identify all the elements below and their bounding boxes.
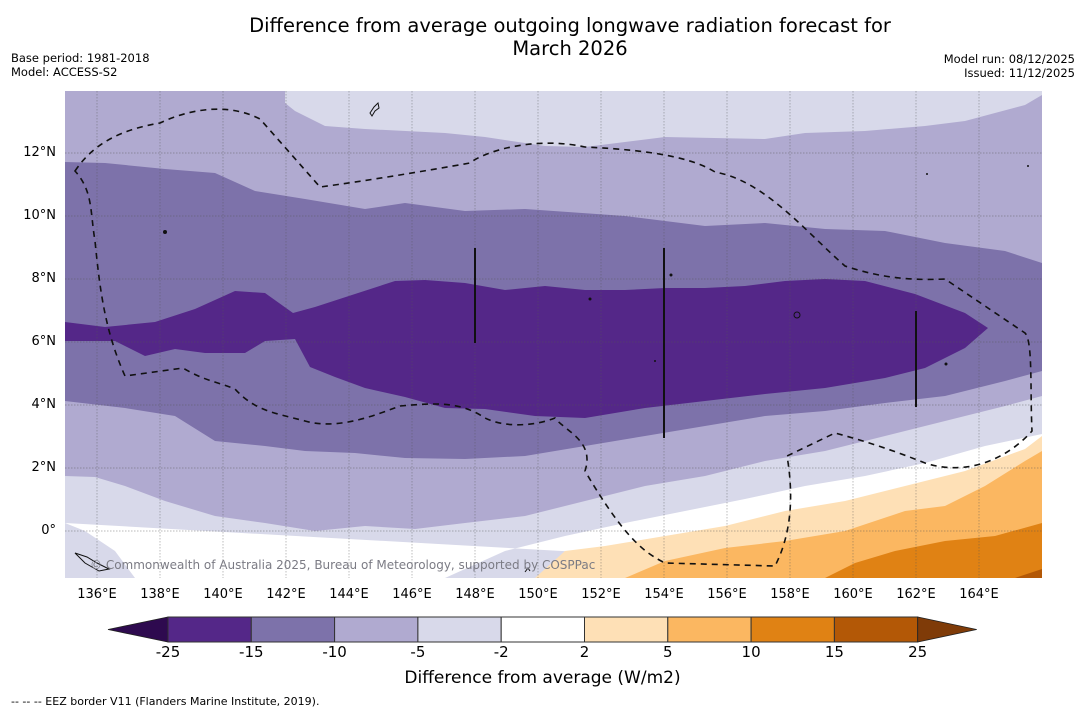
colorbar-segment [584, 616, 669, 643]
lat-tick-label: 6°N [31, 334, 57, 349]
island [524, 567, 531, 573]
lon-tick-label: 138°E [140, 587, 180, 602]
chart-title-line1: Difference from average outgoing longwav… [249, 14, 891, 37]
chart-title: Difference from average outgoing longwav… [0, 14, 1085, 60]
colorbar-under-arrow [107, 616, 169, 643]
colorbar-segment [500, 616, 586, 643]
colorbar-tick-label: 5 [663, 643, 673, 661]
colorbar-segment [167, 616, 252, 643]
band-plus10-plus15 [825, 523, 1042, 578]
islet [1027, 165, 1029, 167]
band-plus15-plus25 [1015, 569, 1042, 578]
lon-tick-label: 150°E [518, 587, 558, 602]
model-run: Model run: 08/12/2025 [943, 52, 1075, 66]
colorbar-segment [250, 616, 336, 643]
lon-tick-label: 162°E [896, 587, 936, 602]
colorbar-tick-label: -5 [410, 643, 426, 661]
model-name: Model: ACCESS-S2 [11, 65, 118, 79]
colorbar-segment [667, 616, 752, 643]
issued-date: Issued: 11/12/2025 [964, 66, 1075, 80]
lat-tick-label: 4°N [31, 397, 57, 412]
band-minus5-minus2-north [285, 91, 1042, 147]
colorbar-tick-label: 25 [908, 643, 928, 661]
lon-tick-label: 144°E [329, 587, 369, 602]
olr-anomaly-map [65, 91, 1042, 578]
lon-tick-label: 142°E [266, 587, 306, 602]
lon-tick-label: 156°E [707, 587, 747, 602]
lat-tick-label: 2°N [31, 460, 57, 475]
colorbar-over-arrow [917, 616, 977, 643]
colorbar-tick-label: 2 [579, 643, 590, 661]
islet [926, 173, 928, 175]
island [74, 552, 111, 572]
colorbar-segment [833, 616, 919, 643]
eez-legend-note: -- -- -- EEZ border V11 (Flanders Marine… [11, 695, 320, 708]
colorbar-tick-label: 10 [741, 643, 761, 661]
colorbar-tick-label: -10 [322, 643, 347, 661]
colorbar [107, 616, 977, 643]
lon-tick-label: 140°E [203, 587, 243, 602]
islet [588, 297, 592, 301]
islands [74, 101, 801, 573]
lon-tick-label: 160°E [833, 587, 873, 602]
lon-tick-label: 164°E [959, 587, 999, 602]
lon-tick-label: 158°E [770, 587, 810, 602]
chart-title-line2: March 2026 [512, 37, 628, 60]
base-period: Base period: 1981-2018 [11, 51, 150, 65]
islet [669, 273, 673, 277]
islet [163, 230, 167, 234]
colorbar-segment [334, 616, 419, 643]
lon-tick-label: 152°E [581, 587, 621, 602]
meta-left: Base period: 1981-2018 Model: ACCESS-S2 [11, 51, 150, 79]
colorbar-segment [417, 616, 502, 643]
lon-tick-label: 148°E [455, 587, 495, 602]
lon-tick-label: 136°E [77, 587, 117, 602]
colorbar-segment [750, 616, 835, 643]
lat-tick-label: 10°N [23, 208, 56, 223]
lat-tick-label: 0° [41, 523, 56, 538]
meta-right: Model run: 08/12/2025 Issued: 11/12/2025 [944, 52, 1075, 80]
colorbar-label: Difference from average (W/m2) [404, 668, 681, 688]
band-below-minus15 [65, 279, 988, 418]
lat-tick-label: 12°N [23, 145, 56, 160]
colorbar-tick-label: -15 [239, 643, 264, 661]
island [369, 101, 380, 117]
copyright-notice: © Commonwealth of Australia 2025, Bureau… [90, 558, 596, 572]
islet [944, 362, 948, 366]
eez-border [73, 108, 1033, 567]
island [793, 311, 801, 319]
colorbar-tick-label: 15 [824, 643, 844, 661]
colorbar-tick-label: -2 [493, 643, 509, 661]
lon-tick-label: 146°E [392, 587, 432, 602]
islet [654, 360, 656, 362]
colorbar-tick-label: -25 [155, 643, 181, 661]
lon-tick-label: 154°E [644, 587, 684, 602]
islet-dots [163, 165, 1029, 366]
lat-tick-label: 8°N [31, 271, 57, 286]
